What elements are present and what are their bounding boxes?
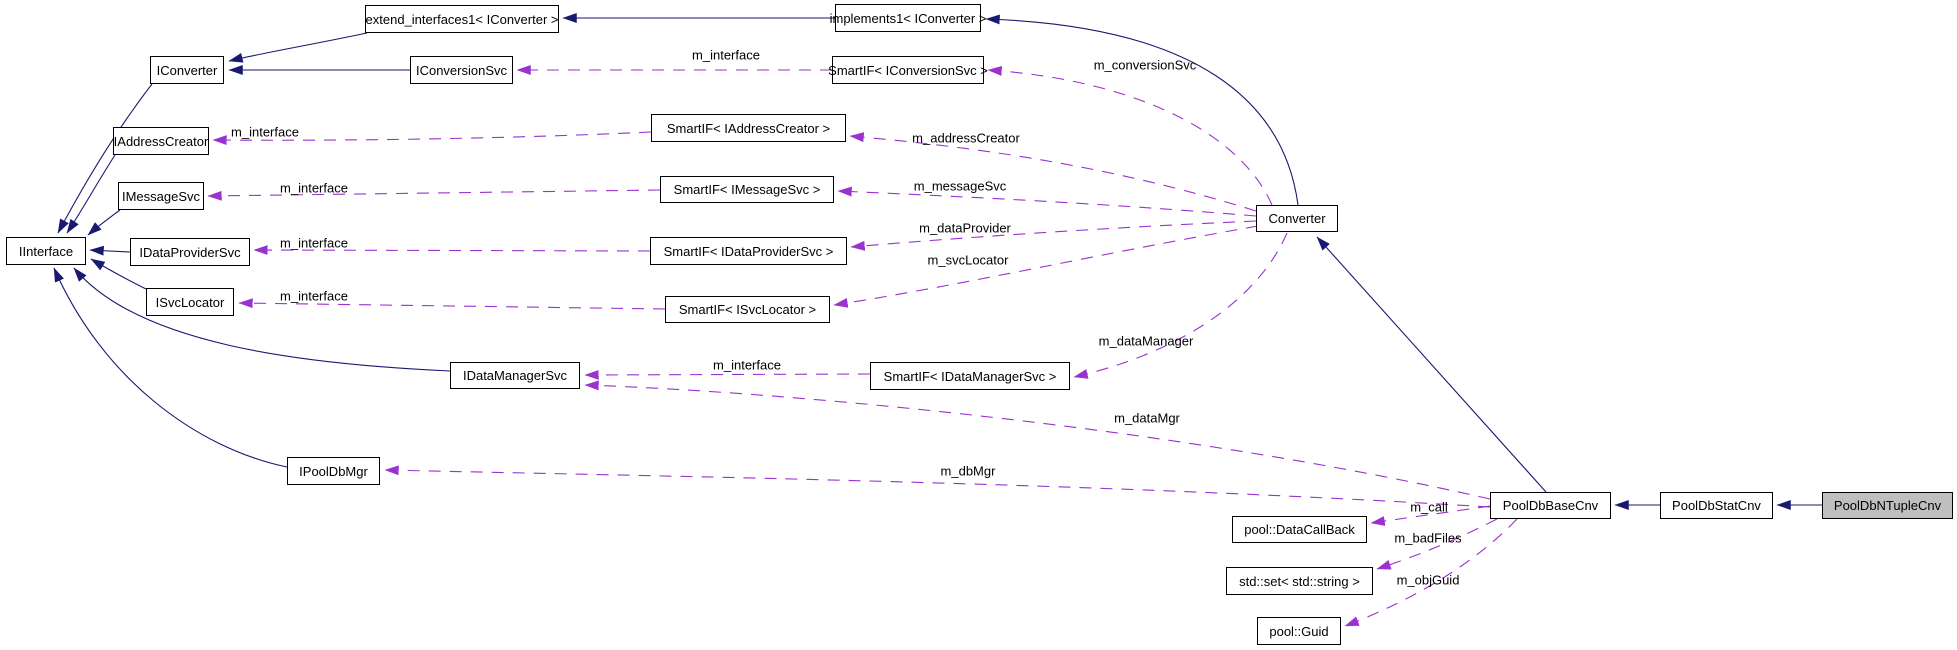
class-node-label: SmartIF< IMessageSvc > [673,182,821,197]
class-node-IDataManagerSvc[interactable]: IDataManagerSvc [450,362,580,389]
class-node-label: IAddressCreator [113,133,209,149]
usage-edge-Converter-to-SmartIF_ISvcLocator [833,225,1259,308]
edge-label-m_interface: m_interface [713,357,781,373]
class-node-label: PoolDbBaseCnv [1502,498,1599,513]
usage-edge-PoolDbBaseCnv-to-IPoolDbMgr [384,465,1491,508]
class-node-label: IDataManagerSvc [462,368,568,383]
class-node-IInterface[interactable]: IInterface [6,237,86,265]
inheritance-edge-IDataProviderSvc-to-IInterface [89,245,131,256]
inheritance-edge-extend_interfaces1-to-IConverter [228,32,368,63]
edge-label-m_messageSvc: m_messageSvc [913,178,1007,194]
class-node-extend_interfaces1[interactable]: extend_interfaces1< IConverter > [365,5,559,33]
edge-label-m_interface: m_interface [280,235,348,251]
class-node-label: SmartIF< IConversionSvc > [828,62,988,78]
class-node-pool_Guid[interactable]: pool::Guid [1257,617,1341,645]
edge-label-m_interface: m_interface [280,288,348,304]
usage-edge-SmartIF_ISvcLocator-to-ISvcLocator [238,298,666,310]
class-node-label: implements1< IConverter > [829,10,987,26]
inheritance-edge-IConverter-to-IInterface [57,83,153,234]
class-node-IDataProviderSvc[interactable]: IDataProviderSvc [130,238,250,266]
class-node-IPoolDbMgr[interactable]: IPoolDbMgr [287,457,380,485]
class-node-SmartIF_IDataManagerSvc[interactable]: SmartIF< IDataManagerSvc > [870,362,1070,390]
usage-edge-Converter-to-SmartIF_IDataManagerSvc [1073,232,1288,379]
class-node-PoolDbBaseCnv[interactable]: PoolDbBaseCnv [1490,492,1611,519]
usage-edge-SmartIF_IAddressCreator-to-IAddressCreator [212,131,652,146]
class-node-IConverter[interactable]: IConverter [150,56,224,84]
class-node-label: Converter [1268,211,1326,226]
usage-edge-PoolDbBaseCnv-to-pool_DataCallBack [1370,505,1491,526]
inheritance-edge-Converter-to-implements1 [985,14,1299,206]
class-node-label: SmartIF< ISvcLocator > [678,302,817,317]
edge-label-m_objGuid: m_objGuid [1396,572,1460,588]
class-node-label: IInterface [18,243,74,259]
edge-label-m_dataManager: m_dataManager [1098,333,1194,349]
class-node-label: SmartIF< IDataManagerSvc > [883,368,1057,384]
class-node-std_set_string[interactable]: std::set< std::string > [1226,567,1373,595]
class-node-label: PoolDbNTupleCnv [1833,498,1942,513]
class-node-label: IConversionSvc [415,62,508,78]
class-node-SmartIF_IAddressCreator[interactable]: SmartIF< IAddressCreator > [651,114,846,142]
class-node-label: pool::DataCallBack [1244,522,1355,537]
class-node-label: SmartIF< IAddressCreator > [666,120,831,136]
edge-label-m_dataMgr: m_dataMgr [1114,410,1180,426]
class-node-ISvcLocator[interactable]: ISvcLocator [146,288,234,316]
class-node-Converter[interactable]: Converter [1256,205,1338,232]
usage-edge-PoolDbBaseCnv-to-pool_Guid [1344,518,1518,627]
edge-label-m_conversionSvc: m_conversionSvc [1093,57,1197,73]
class-node-pool_DataCallBack[interactable]: pool::DataCallBack [1232,516,1367,543]
class-node-label: IPoolDbMgr [299,463,368,479]
class-node-SmartIF_IConversionSvc[interactable]: SmartIF< IConversionSvc > [828,56,988,84]
class-node-SmartIF_IMessageSvc[interactable]: SmartIF< IMessageSvc > [660,176,834,203]
class-node-IAddressCreator[interactable]: IAddressCreator [113,127,209,155]
inheritance-edge-IDataManagerSvc-to-IInterface [73,267,451,372]
usage-edge-SmartIF_IDataProviderSvc-to-IDataProviderSvc [253,245,651,255]
usage-edge-SmartIF_IDataManagerSvc-to-IDataManagerSvc [584,370,871,380]
class-node-PoolDbNTupleCnv-selected: PoolDbNTupleCnv [1822,492,1953,519]
class-node-label: IConverter [156,62,218,78]
class-node-implements1[interactable]: implements1< IConverter > [830,4,986,32]
usage-edge-Converter-to-SmartIF_IConversionSvc [987,65,1273,206]
usage-edge-PoolDbBaseCnv-to-std_set_string [1376,518,1498,570]
inheritance-edge-IMessageSvc-to-IInterface [87,209,121,236]
class-node-label: IMessageSvc [121,188,201,204]
class-node-label: std::set< std::string > [1239,573,1360,589]
class-node-label: ISvcLocator [155,294,225,310]
edge-label-m_svcLocator: m_svcLocator [927,252,1009,268]
edge-label-m_dbMgr: m_dbMgr [940,463,996,479]
class-node-IConversionSvc[interactable]: IConversionSvc [410,56,513,84]
usage-edge-SmartIF_IMessageSvc-to-IMessageSvc [207,189,661,201]
edge-label-m_interface: m_interface [231,124,299,140]
inheritance-edge-ISvcLocator-to-IInterface [90,258,147,290]
edge-label-m_interface: m_interface [692,47,760,63]
class-node-SmartIF_IDataProviderSvc[interactable]: SmartIF< IDataProviderSvc > [650,237,847,265]
inheritance-edge-IPoolDbMgr-to-IInterface [53,267,288,468]
edge-label-m_call: m_call [1410,499,1448,515]
class-node-SmartIF_ISvcLocator[interactable]: SmartIF< ISvcLocator > [665,296,830,323]
edge-label-m_interface: m_interface [280,180,348,196]
class-node-label: IDataProviderSvc [139,244,241,260]
class-node-PoolDbStatCnv[interactable]: PoolDbStatCnv [1660,492,1773,519]
usage-edge-Converter-to-SmartIF_IMessageSvc [837,186,1257,217]
edge-label-m_badFiles: m_badFiles [1394,530,1462,546]
edge-label-m_dataProvider: m_dataProvider [919,220,1011,236]
class-node-label: SmartIF< IDataProviderSvc > [663,243,834,259]
class-node-label: extend_interfaces1< IConverter > [365,11,559,27]
usage-edge-Converter-to-SmartIF_IAddressCreator [849,132,1257,212]
usage-edge-Converter-to-SmartIF_IDataProviderSvc [850,220,1257,251]
inheritance-edge-IAddressCreator-to-IInterface [66,154,116,234]
class-node-label: PoolDbStatCnv [1672,498,1761,513]
inheritance-edge-PoolDbBaseCnv-to-Converter [1316,236,1547,493]
class-node-label: pool::Guid [1269,623,1329,639]
edge-label-m_addressCreator: m_addressCreator [912,130,1020,146]
class-node-IMessageSvc[interactable]: IMessageSvc [118,182,204,210]
usage-edge-PoolDbBaseCnv-to-IDataManagerSvc [584,380,1491,500]
